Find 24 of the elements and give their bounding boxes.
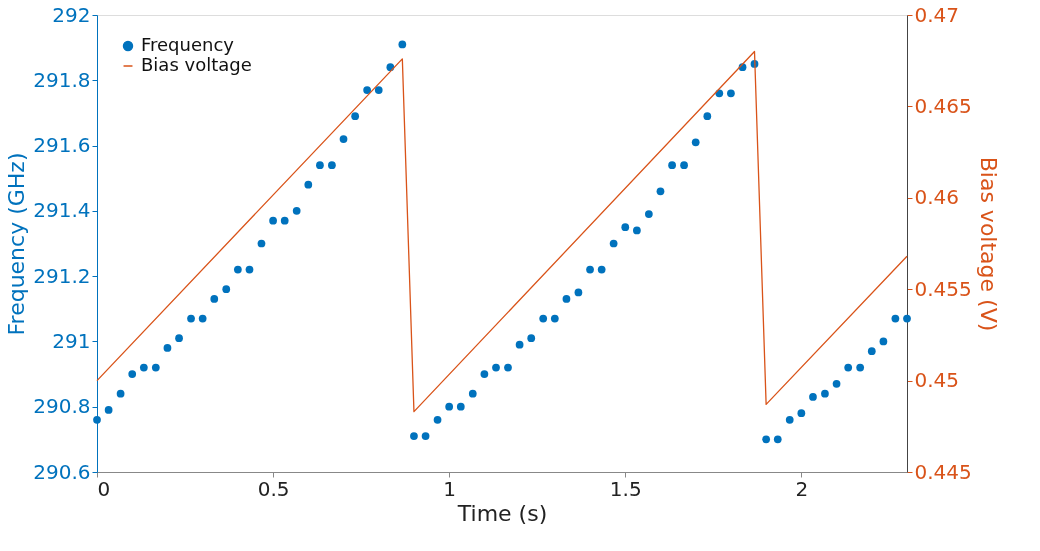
legend-label: Bias voltage [141,54,252,75]
legend-label: Frequency [141,34,235,55]
x-axis-title: Time (s) [456,500,548,526]
x-tick-label: 1 [443,476,457,501]
y2-tick-label: 0.45 [914,368,960,393]
y-tick-label: 291.2 [33,263,91,288]
x-tick-label: 1.5 [609,476,642,501]
y2-tick-label: 0.46 [914,185,960,210]
x-tick-label: 2 [795,476,809,501]
y-axis-title: Frequency (GHz) [4,152,30,336]
y2-tick-label: 0.47 [914,2,960,27]
x-tick-label: 0.5 [257,476,290,501]
x-tick-label: 0 [97,476,111,501]
y2-tick-label: 0.465 [914,93,972,118]
y2-tick-label: 0.445 [914,459,972,484]
y-tick-label: 290.8 [33,394,91,419]
y-tick-label: 291 [52,328,91,353]
y-tick-label: 291.6 [33,133,91,158]
y2-tick-label: 0.455 [914,276,972,301]
y-tick-label: 290.6 [33,459,91,484]
y-tick-label: 292 [52,2,91,27]
y-tick-label: 291.4 [33,198,91,223]
y-tick-label: 291.8 [33,67,91,92]
y2-axis-title: Bias voltage (V) [975,156,1001,332]
